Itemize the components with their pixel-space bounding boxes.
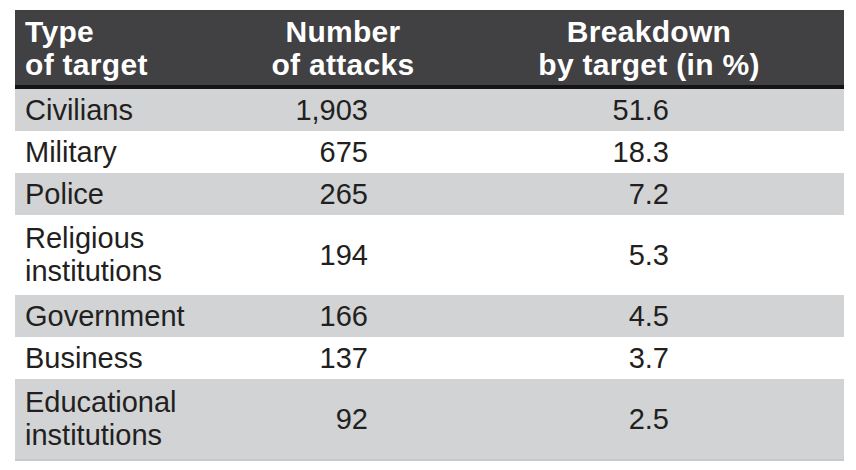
column-header-number-of-attacks: Number of attacks xyxy=(255,10,431,87)
cell-breakdown: 18.3 xyxy=(431,131,844,173)
column-header-breakdown-by-target: Breakdown by target (in %) xyxy=(431,10,844,87)
cell-attacks: 265 xyxy=(255,173,431,215)
attack-targets-table: Type of target Number of attacks Breakdo… xyxy=(15,10,844,461)
cell-attacks: 92 xyxy=(255,379,431,460)
table-row: Government 166 4.5 xyxy=(15,295,844,337)
cell-breakdown: 5.3 xyxy=(431,215,844,295)
table-row: Military 675 18.3 xyxy=(15,131,844,173)
cell-target: Religious institutions xyxy=(15,215,255,295)
cell-attacks: 166 xyxy=(255,295,431,337)
cell-target: Educational institutions xyxy=(15,379,255,460)
column-header-type-of-target: Type of target xyxy=(15,10,255,87)
cell-target: Police xyxy=(15,173,255,215)
table-row: Religious institutions 194 5.3 xyxy=(15,215,844,295)
header-line: Number xyxy=(255,15,431,48)
cell-attacks: 1,903 xyxy=(255,87,431,131)
cell-breakdown: 7.2 xyxy=(431,173,844,215)
header-line: Type xyxy=(25,15,255,48)
table-row: Business 137 3.7 xyxy=(15,337,844,379)
table-header-row: Type of target Number of attacks Breakdo… xyxy=(15,10,844,87)
cell-target: Government xyxy=(15,295,255,337)
cell-breakdown: 51.6 xyxy=(431,87,844,131)
header-line: of target xyxy=(25,48,255,81)
table-row: Police 265 7.2 xyxy=(15,173,844,215)
header-line: by target (in %) xyxy=(454,48,844,81)
cell-attacks: 194 xyxy=(255,215,431,295)
cell-target: Civilians xyxy=(15,87,255,131)
cell-attacks: 675 xyxy=(255,131,431,173)
table-row: Civilians 1,903 51.6 xyxy=(15,87,844,131)
header-line: Breakdown xyxy=(454,15,844,48)
cell-target: Military xyxy=(15,131,255,173)
cell-target: Business xyxy=(15,337,255,379)
cell-attacks: 137 xyxy=(255,337,431,379)
header-line: of attacks xyxy=(255,48,431,81)
page: Type of target Number of attacks Breakdo… xyxy=(0,0,856,470)
cell-breakdown: 2.5 xyxy=(431,379,844,460)
cell-breakdown: 3.7 xyxy=(431,337,844,379)
table-row: Educational institutions 92 2.5 xyxy=(15,379,844,460)
cell-breakdown: 4.5 xyxy=(431,295,844,337)
